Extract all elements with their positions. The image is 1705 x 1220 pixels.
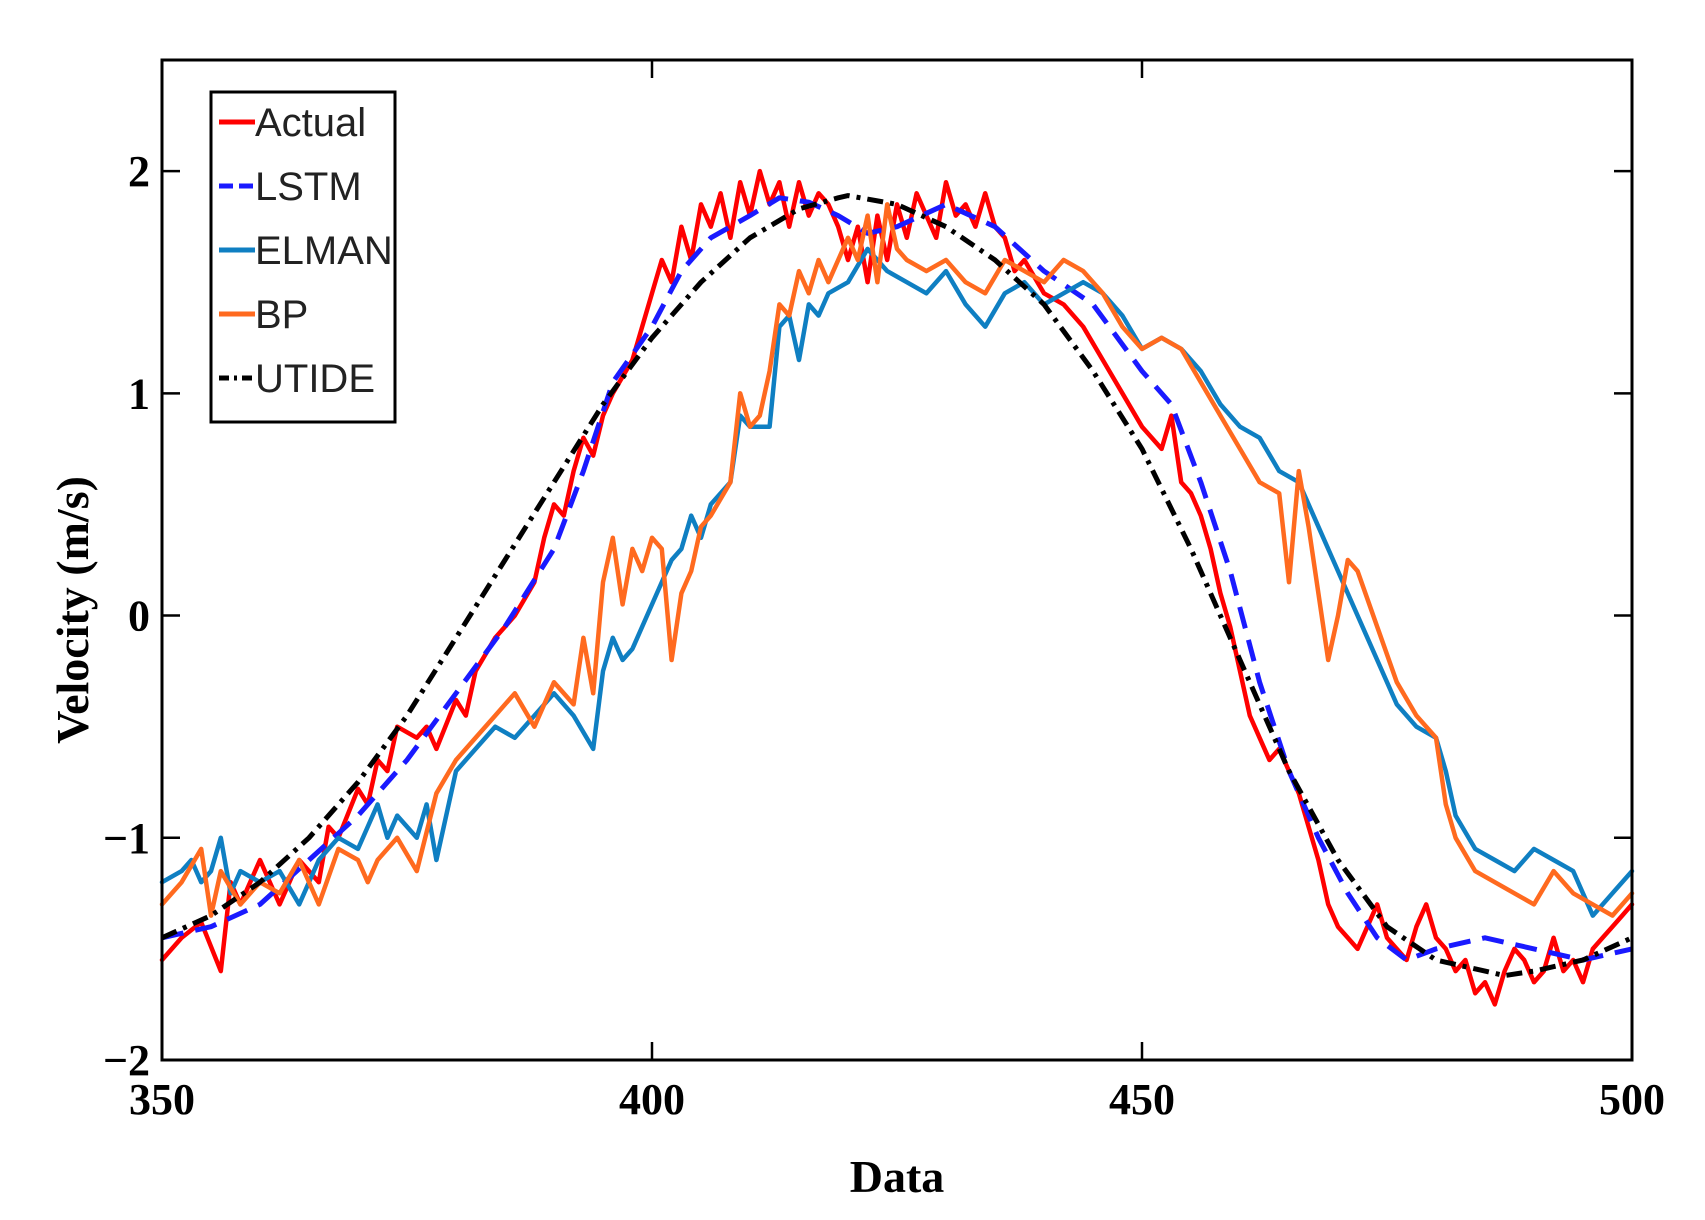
y-axis-title: Velocity (m/s) <box>47 476 98 744</box>
legend: Actual LSTM ELMAN BP UTIDE <box>209 90 397 424</box>
x-axis-title: Data <box>850 1151 945 1202</box>
y-tick-label: 1 <box>128 369 150 418</box>
y-tick-label: 2 <box>128 147 150 196</box>
series-line-lstm <box>161 195 1633 963</box>
x-tick-label: 350 <box>129 1075 195 1124</box>
y-tick-label: 0 <box>128 592 150 641</box>
series-line-actual <box>159 168 1635 1007</box>
x-tick-label: 500 <box>1599 1075 1665 1124</box>
legend-label-lstm: LSTM <box>255 165 362 209</box>
y-tick-label: −2 <box>103 1036 150 1085</box>
series-line-utide <box>160 193 1634 979</box>
x-tick-label: 450 <box>1109 1075 1175 1124</box>
series-line-bp <box>159 202 1635 918</box>
series-layer <box>159 168 1635 1007</box>
legend-label-bp: BP <box>255 293 308 337</box>
legend-box <box>209 90 397 424</box>
x-tick-label: 400 <box>619 1075 685 1124</box>
series-line-elman <box>159 246 1635 918</box>
y-tick-label: −1 <box>103 814 150 863</box>
legend-label-actual: Actual <box>255 101 366 145</box>
legend-label-elman: ELMAN <box>255 229 393 273</box>
ticks-layer: 350 400 450 500 −2 −1 0 1 2 <box>103 60 1665 1124</box>
plot-frame <box>160 58 1634 1062</box>
legend-label-utide: UTIDE <box>255 357 375 401</box>
